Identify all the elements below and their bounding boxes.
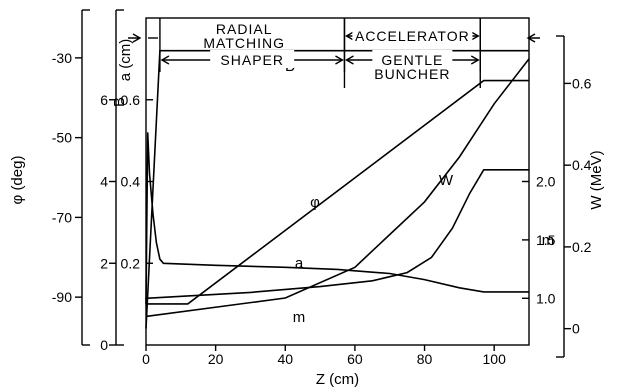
- x-tick-label: 20: [208, 351, 224, 367]
- W-tick-label: 0.4: [572, 157, 592, 173]
- B-axis-label: B: [111, 97, 128, 107]
- section-label: SHAPER: [220, 52, 284, 68]
- accelerator-span-head-right: [470, 31, 480, 41]
- accelerator-span-head-left: [345, 31, 354, 41]
- W-tick-label: 0.6: [572, 75, 592, 91]
- x-tick-label: 60: [347, 351, 363, 367]
- accelerator-label-bg: [352, 26, 473, 44]
- m-tick-label: 2.0: [536, 174, 556, 190]
- series-m-label: m: [293, 309, 306, 326]
- x-tick-label: 80: [417, 351, 433, 367]
- B-tick-label: 6: [100, 92, 108, 108]
- x-tick-label: 40: [277, 351, 293, 367]
- series-W-line: [145, 58, 530, 318]
- B-tick-label: 2: [100, 255, 108, 271]
- x-tick-label: 0: [142, 351, 150, 367]
- phi-tick-label: -90: [52, 289, 72, 305]
- shaper-span-head-left: [160, 55, 170, 65]
- shaper-span-head-right: [335, 55, 344, 65]
- W-tick-label: 0: [572, 321, 580, 337]
- B-tick-label: 4: [100, 174, 108, 190]
- phi-tick-label: -70: [52, 209, 72, 225]
- phi-axis-label: φ (deg): [9, 156, 26, 205]
- section-label: ACCELERATOR: [355, 28, 470, 44]
- B-tick-label: 0: [100, 337, 108, 353]
- phi-tick-label: -30: [52, 50, 72, 66]
- series-a-label: a: [295, 255, 304, 272]
- section-label: BUNCHER: [374, 66, 450, 82]
- section-label: RADIAL: [216, 21, 273, 37]
- series-phi-label: φ: [310, 194, 320, 211]
- section-label: GENTLE: [381, 52, 443, 68]
- shaper-label-bg: [210, 50, 295, 68]
- a-axis-label: a (cm): [117, 39, 134, 82]
- x-axis-label: Z (cm): [316, 371, 359, 388]
- left-edge-arrow: [128, 33, 142, 43]
- W-tick-label: 0.2: [572, 239, 592, 255]
- gentle-buncher-span-head-left: [345, 55, 354, 65]
- a-tick-label: 0.4: [121, 174, 141, 190]
- gentle-label-bg: [372, 50, 453, 68]
- series-W-label: W: [439, 172, 454, 189]
- a-tick-label: 0.2: [121, 255, 141, 271]
- m-tick-label: 1.5: [536, 232, 556, 248]
- section-label: MATCHING: [203, 35, 285, 51]
- m-axis-label: m: [542, 232, 555, 249]
- x-tick-label: 100: [483, 351, 507, 367]
- W-axis-label: W (MeV): [588, 150, 605, 209]
- m-tick-label: 1.0: [536, 290, 556, 306]
- series-a-line: [145, 132, 529, 305]
- series-m-line: [145, 169, 529, 300]
- plot-frame: [145, 17, 530, 346]
- phi-tick-label: -50: [52, 130, 72, 146]
- a-tick-label: 0.6: [121, 92, 141, 108]
- gentle-buncher-span-head-right: [470, 55, 480, 65]
- series-phi-line: [146, 79, 529, 305]
- right-edge-arrow: [526, 33, 540, 43]
